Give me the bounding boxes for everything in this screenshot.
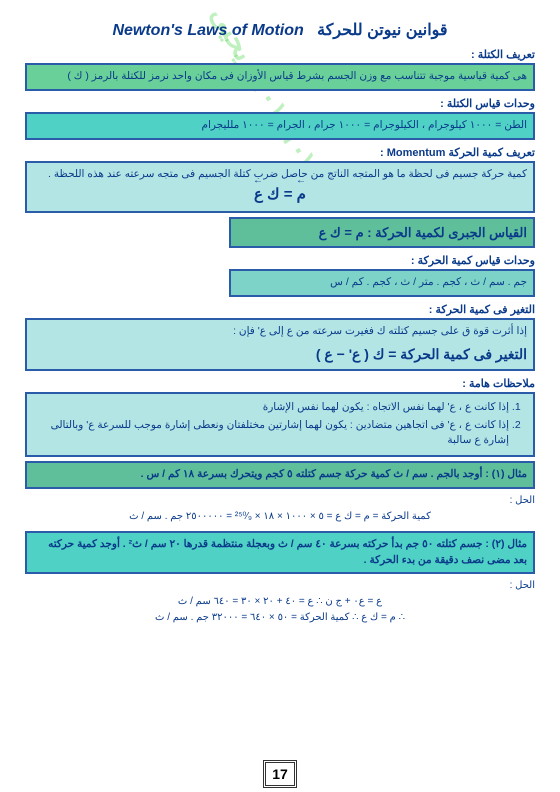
note-1: إذا كانت ع ، ع' لهما نفس الاتجاه : يكون … xyxy=(33,400,509,416)
notes-box: إذا كانت ع ، ع' لهما نفس الاتجاه : يكون … xyxy=(25,392,535,457)
change-box: إذا أثرت قوة ق على جسيم كتلته ك فغيرت سر… xyxy=(25,318,535,371)
mass-units-box: الطن = ١٠٠٠ كيلوجرام ، الكيلوجرام = ١٠٠٠… xyxy=(25,112,535,140)
change-formula: التغير فى كمية الحركة = ك ( ع' − ع ) xyxy=(33,344,527,365)
page-title: Newton's Laws of Motion قوانين نيوتن للح… xyxy=(25,20,535,40)
change-label: التغير فى كمية الحركة : xyxy=(25,303,535,316)
momentum-box: كمية حركة جسيم فى لحظة ما هو المتجه النا… xyxy=(25,161,535,213)
mass-units-label: وحدات قياس الكتلة : xyxy=(25,97,535,110)
title-arabic: قوانين نيوتن للحركة xyxy=(317,22,447,39)
momentum-text: كمية حركة جسيم فى لحظة ما هو المتجه النا… xyxy=(33,167,527,183)
example-1-solution: الحل : كمية الحركة = م = ك ع = ٥ × ١٠٠٠ … xyxy=(25,493,535,525)
page-number: 17 xyxy=(263,760,297,788)
momentum-units-label: وحدات قياس كمية الحركة : xyxy=(25,254,535,267)
momentum-formula: م = ك ع xyxy=(33,184,527,207)
note-2: إذا كانت ع ، ع' فى اتجاهين متضادين : يكو… xyxy=(33,418,509,450)
notes-label: ملاحظات هامة : xyxy=(25,377,535,390)
change-text: إذا أثرت قوة ق على جسيم كتلته ك فغيرت سر… xyxy=(33,324,527,340)
mass-def-box: هى كمية قياسية موجبة تتناسب مع وزن الجسم… xyxy=(25,63,535,91)
example-1-box: مثال (١) : أوجد بالجم . سم / ث كمية حركة… xyxy=(25,461,535,489)
example-2-box: مثال (٢) : جسم كتلته ٥٠ جم بدأ حركته بسر… xyxy=(25,531,535,575)
algebraic-box: القياس الجبرى لكمية الحركة : م = ك ع xyxy=(229,217,535,249)
momentum-label: تعريف كمية الحركة Momentum : xyxy=(25,146,535,159)
title-english: Newton's Laws of Motion xyxy=(112,22,303,39)
mass-def-label: تعريف الكتلة : xyxy=(25,48,535,61)
example-2-solution: الحل : ع = ع٠ + ج ن ∴ ع = ٤٠ + ٢٠ × ٣٠ =… xyxy=(25,578,535,626)
momentum-units-box: جم . سم / ث ، كجم . متر / ث ، كجم . كم /… xyxy=(229,269,535,297)
